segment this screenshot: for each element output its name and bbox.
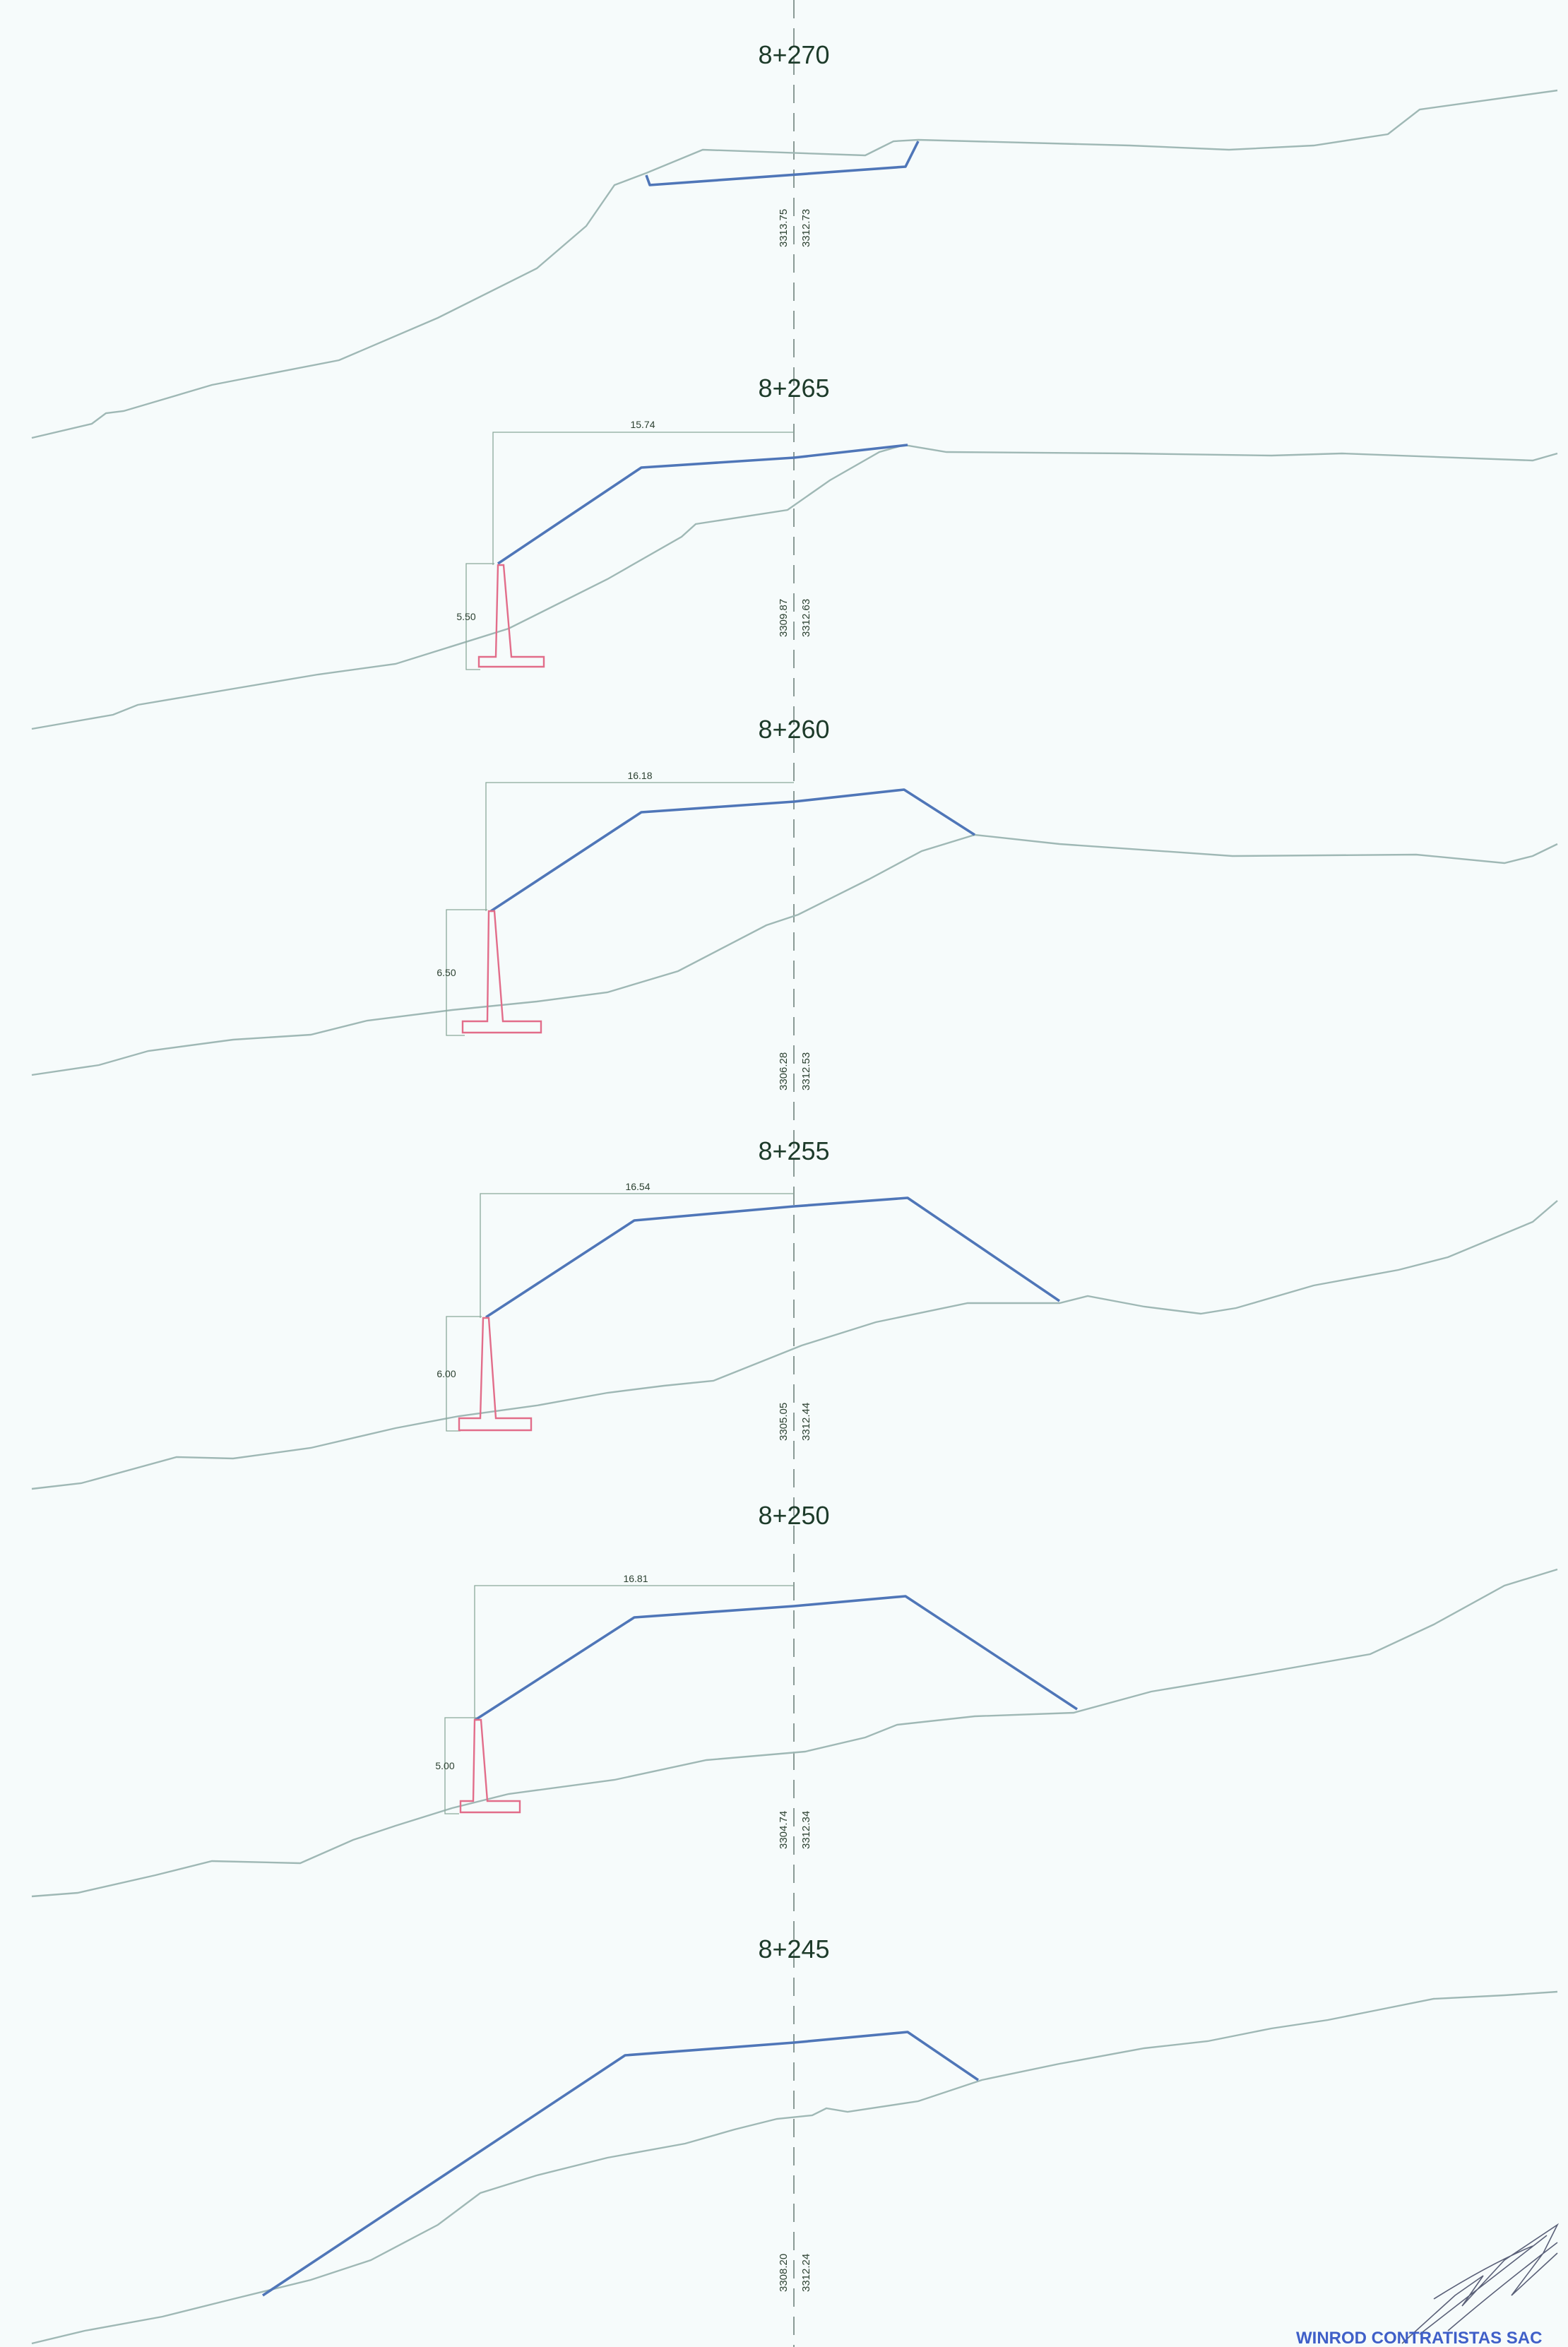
design-profile [485,1196,1061,1319]
elevation-existing: 3313.75 [778,209,790,247]
elevation-design: 3312.44 [800,1403,812,1441]
ground-profile [31,1990,1558,2345]
section-8-270: 8+270 3313.75 3312.73 [31,40,1558,439]
wall-height-label: 6.00 [436,1368,456,1379]
ground-profile [31,89,1558,439]
width-label: 15.74 [630,419,655,430]
retaining-wall [461,910,542,1034]
height-dimension [446,909,487,1036]
ground-profile [31,444,1558,730]
wall-height-label: 5.00 [435,1760,454,1771]
ground-profile [31,1200,1558,1490]
design-profile [645,141,920,186]
retaining-wall [477,564,545,668]
station-title: 8+260 [758,715,829,744]
ground-profile [31,833,1558,1076]
height-dimension [446,1316,482,1432]
design-profile [490,788,975,913]
height-dimension [465,563,494,670]
width-dimension [480,1193,794,1318]
section-8-245: 8+245 3308.20 3312.24 [31,1935,1558,2345]
design-profile [497,444,908,565]
width-label: 16.81 [623,1573,648,1584]
retaining-wall [459,1718,521,1814]
width-label: 16.18 [627,770,652,781]
design-profile [475,1595,1078,1721]
elevation-existing: 3304.74 [778,1811,790,1849]
section-8-265: 8+265 15.74 5.50 3309.87 3312.63 [31,374,1558,730]
design-profile [262,2031,980,2297]
elevation-design: 3312.63 [800,599,812,637]
elevation-design: 3312.53 [800,1052,812,1091]
signature-stamp: WINROD CONTRATISTAS SAC [1296,2223,1560,2347]
section-8-255: 8+255 16.54 6.00 3305.05 3312.44 [31,1136,1558,1490]
width-dimension [474,1585,794,1720]
elevation-design: 3312.34 [800,1811,812,1849]
station-title: 8+265 [758,374,829,403]
elevation-design: 3312.24 [800,2254,812,2292]
company-name: WINROD CONTRATISTAS SAC [1296,2329,1542,2347]
width-dimension [485,782,794,911]
width-label: 16.54 [625,1181,650,1192]
section-8-250: 8+250 16.81 5.00 3304.74 3312.34 [31,1501,1558,1898]
height-dimension [444,1717,477,1814]
elevation-existing: 3306.28 [778,1052,790,1091]
ground-profile [31,1568,1558,1898]
width-dimension [492,432,794,565]
elevation-existing: 3305.05 [778,1403,790,1441]
handwritten-signature [1401,2223,1560,2344]
wall-height-label: 6.50 [436,967,456,978]
station-title: 8+255 [758,1136,829,1165]
elevation-design: 3312.73 [800,209,812,247]
station-title: 8+250 [758,1501,829,1530]
station-title: 8+245 [758,1935,829,1963]
section-8-260: 8+260 16.18 6.50 3306.28 3312.53 [31,715,1558,1091]
station-title: 8+270 [758,40,829,69]
wall-height-label: 5.50 [456,611,475,622]
retaining-wall [458,1317,533,1432]
elevation-existing: 3308.20 [778,2254,790,2292]
elevation-existing: 3309.87 [778,599,790,637]
